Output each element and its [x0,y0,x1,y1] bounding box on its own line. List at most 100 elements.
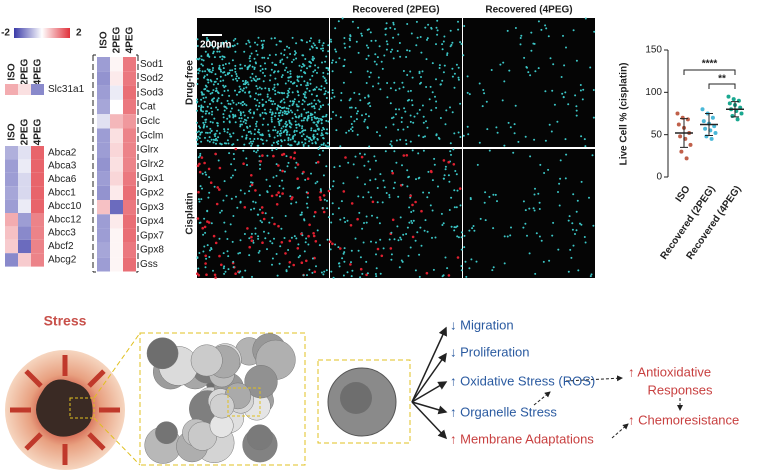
cell-dot [256,137,259,140]
cell-dot [383,186,386,189]
cell-dot [249,130,252,133]
heatmap-cell [18,239,31,254]
cell-dot [232,39,235,42]
cell-dot [405,143,408,145]
cell-dot [346,271,349,274]
cell-dot [456,189,459,192]
data-point [730,114,735,119]
heatmap-cell [5,253,18,267]
cell-dot [269,108,272,111]
cell-dot [286,130,289,133]
cell-dot [219,80,222,83]
cell-dot [266,95,269,98]
cell-dot [285,155,288,158]
cell-dot [325,119,328,122]
cell-dot [273,37,276,40]
zoom-lines [93,332,141,466]
cell-dot [298,100,300,103]
cell-dot [354,155,357,158]
cell-dot [274,89,277,92]
cell-dot [417,177,420,180]
cell-dot [216,139,219,142]
cell-dot [296,79,299,81]
cell-dot [290,80,292,83]
cell-dot [313,121,316,124]
cell-dot [279,111,281,114]
cell-dot [265,178,268,181]
cell-dot [410,32,413,35]
cell-dot [440,212,443,215]
cell-dot [565,153,568,156]
cell-dot [386,43,389,46]
cell-dot [370,39,373,42]
cell-dot [457,78,460,81]
cell-dot [253,98,256,100]
cell-dot [198,69,201,72]
cell-dot [228,120,231,123]
cell-dot [222,43,225,46]
cell-dot [234,89,236,92]
error-bar [705,113,713,137]
cell-dot [355,118,358,121]
cell-dot [366,70,369,73]
cell-dot [433,157,436,160]
cell-dot [463,25,466,27]
cell-dot [259,133,262,136]
cell-dot [394,89,397,92]
cell-dot [300,211,303,214]
cell-dot [259,93,262,96]
cell-dot [318,154,321,156]
cell-dot [268,99,270,102]
cell-dot [320,189,322,192]
cell-dot [420,76,422,78]
cell-dot [379,272,382,275]
cell-dot [300,261,304,265]
cell-dot [297,123,300,126]
cell-dot [429,85,432,88]
cell-dot [382,247,385,250]
cell-dot [350,106,353,109]
cell-dot [337,20,340,23]
response: ↑ Antioxidative [628,364,711,379]
cell-dot [460,269,463,272]
cell-dot [285,269,288,272]
cell-dot [239,114,242,117]
cell-dot [408,175,410,178]
cell-dot [464,260,467,263]
cell-dot [207,69,210,72]
cell-dot [301,103,304,106]
cell-dot [350,128,352,131]
cell-dot [212,234,216,238]
cell-dot [327,103,330,106]
cell-dot [467,133,470,136]
cell-dot [264,62,266,65]
heatmap-cell [31,159,44,173]
cell-dot [331,61,333,64]
cell-dot [529,74,532,77]
cell-dot [244,91,247,94]
cell-dot [243,233,246,235]
cell-dot [196,83,199,85]
cell-dot [483,201,486,204]
cell-dot [254,75,257,78]
cell-dot [248,110,251,113]
cell-dot [293,98,296,101]
cell-dot [534,272,537,275]
cell-dot [206,73,209,76]
cell-dot [234,50,237,53]
cell-dot [401,183,404,186]
cell-dot [283,237,286,239]
cell-dot [279,119,282,122]
cell-dot [211,113,213,116]
cell-dot [441,224,444,226]
cell-dot [271,112,274,115]
cell-dot [241,89,244,92]
cell-dot [269,79,271,82]
cell-dot [314,88,316,91]
cell-dot [326,238,329,241]
cell-dot [212,141,215,144]
cell-dot [206,39,209,41]
cell-dot [311,74,314,77]
cell-dot [456,256,460,259]
cell-dot [235,195,237,198]
